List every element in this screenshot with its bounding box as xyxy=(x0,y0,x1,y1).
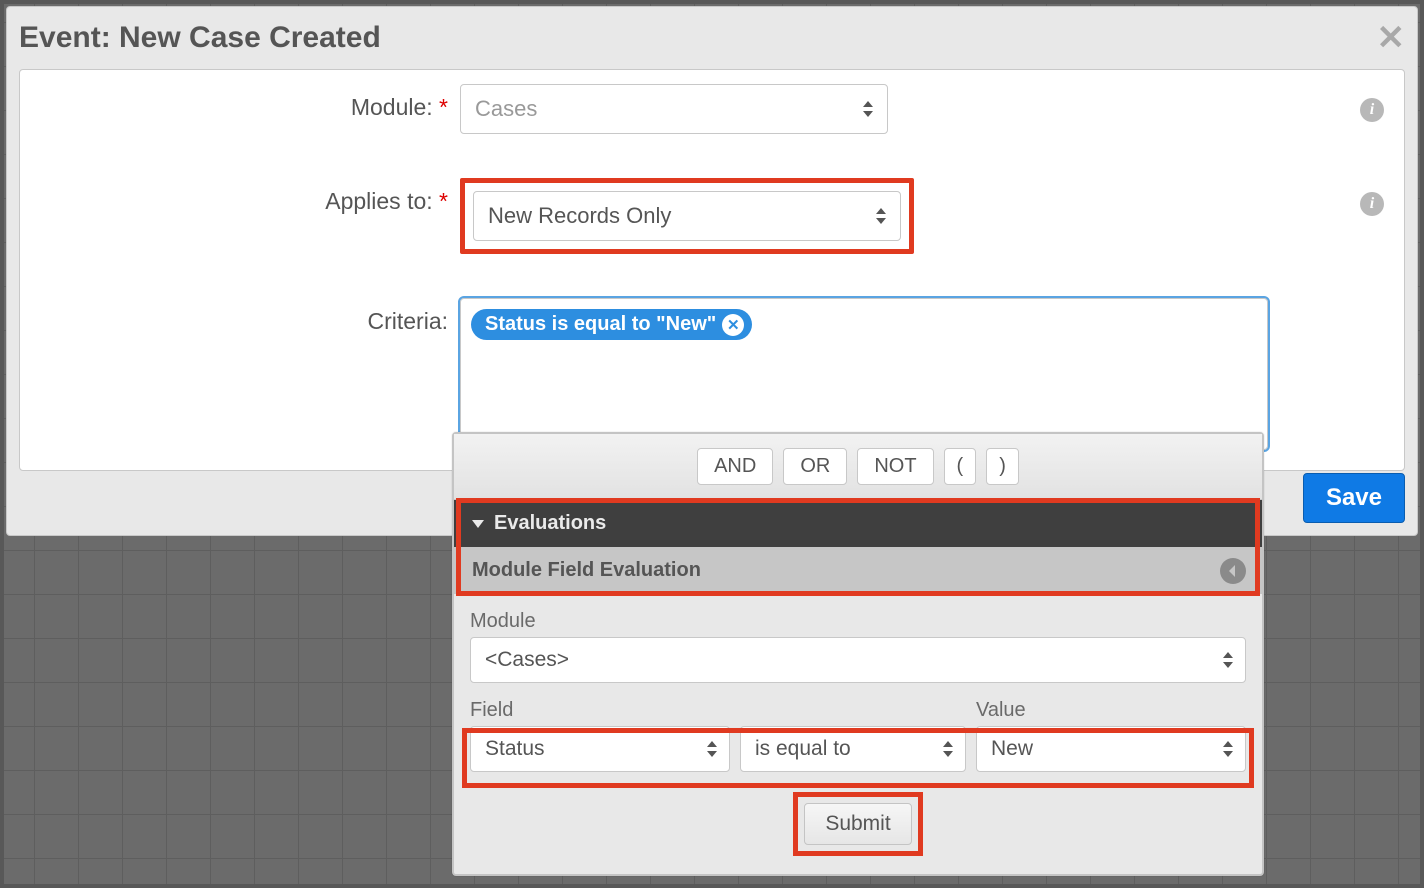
operator-toolbar: AND OR NOT ( ) xyxy=(454,434,1262,500)
criteria-chip-text: Status is equal to "New" xyxy=(485,313,716,336)
evaluations-header-text: Evaluations xyxy=(494,512,606,535)
not-button[interactable]: NOT xyxy=(857,448,933,485)
criteria-label-text: Criteria: xyxy=(367,308,448,334)
criteria-control: Status is equal to "New" ✕ xyxy=(460,298,1384,450)
builder-value-value: New xyxy=(991,737,1033,761)
module-field-evaluation-header[interactable]: Module Field Evaluation xyxy=(454,547,1262,594)
module-info: i xyxy=(1360,98,1384,122)
remove-chip-icon[interactable]: ✕ xyxy=(722,314,744,336)
chevron-updown-icon xyxy=(943,741,953,757)
module-control: Cases i xyxy=(460,84,1384,134)
required-marker: * xyxy=(439,188,448,214)
applies-to-info: i xyxy=(1360,192,1384,216)
applies-to-select[interactable]: New Records Only xyxy=(473,191,901,241)
applies-to-label-text: Applies to: xyxy=(325,188,432,214)
submit-highlight: Submit xyxy=(793,792,922,856)
applies-to-highlight: New Records Only xyxy=(460,178,914,254)
info-icon[interactable]: i xyxy=(1360,192,1384,216)
builder-field-select[interactable]: Status xyxy=(470,726,730,772)
chevron-updown-icon xyxy=(707,741,717,757)
module-select[interactable]: Cases xyxy=(460,84,888,134)
module-label: Module: * xyxy=(40,84,460,121)
back-arrow-icon[interactable] xyxy=(1220,558,1246,584)
builder-module-label: Module xyxy=(470,610,1246,633)
builder-operator-select[interactable]: is equal to xyxy=(740,726,966,772)
chevron-updown-icon xyxy=(876,208,886,224)
criteria-chip[interactable]: Status is equal to "New" ✕ xyxy=(471,309,752,340)
save-button[interactable]: Save xyxy=(1303,473,1405,523)
criteria-builder: AND OR NOT ( ) Evaluations Module Field … xyxy=(452,432,1264,876)
applies-to-row: Applies to: * New Records Only i xyxy=(40,178,1384,254)
submit-button[interactable]: Submit xyxy=(804,803,911,845)
criteria-row: Criteria: Status is equal to "New" ✕ xyxy=(40,298,1384,450)
module-select-value: Cases xyxy=(475,96,537,122)
applies-to-label: Applies to: * xyxy=(40,178,460,215)
rparen-button[interactable]: ) xyxy=(986,448,1019,485)
chevron-updown-icon xyxy=(1223,652,1233,668)
info-icon[interactable]: i xyxy=(1360,98,1384,122)
lparen-button[interactable]: ( xyxy=(944,448,977,485)
and-button[interactable]: AND xyxy=(697,448,773,485)
applies-to-control: New Records Only i xyxy=(460,178,1384,254)
builder-module-value: <Cases> xyxy=(485,648,569,672)
module-label-text: Module: xyxy=(351,94,433,120)
close-icon[interactable]: ✕ xyxy=(1377,21,1406,55)
mfe-header-text: Module Field Evaluation xyxy=(472,559,701,581)
builder-operator-value: is equal to xyxy=(755,737,851,761)
dialog-title: Event: New Case Created xyxy=(19,21,381,55)
builder-body: Module <Cases> Field Value Status xyxy=(454,594,1262,874)
chevron-down-icon xyxy=(472,520,484,528)
builder-module-select[interactable]: <Cases> xyxy=(470,637,1246,683)
required-marker: * xyxy=(439,94,448,120)
chevron-updown-icon xyxy=(1223,741,1233,757)
applies-to-select-value: New Records Only xyxy=(488,203,671,229)
module-row: Module: * Cases i xyxy=(40,84,1384,134)
criteria-label: Criteria: xyxy=(40,298,460,335)
builder-field-value: Status xyxy=(485,737,545,761)
evaluations-header[interactable]: Evaluations xyxy=(454,500,1262,547)
builder-value-select[interactable]: New xyxy=(976,726,1246,772)
dialog-header: Event: New Case Created ✕ xyxy=(19,17,1405,61)
chevron-updown-icon xyxy=(863,101,873,117)
builder-value-label: Value xyxy=(976,699,1246,722)
criteria-box[interactable]: Status is equal to "New" ✕ xyxy=(460,298,1268,450)
or-button[interactable]: OR xyxy=(783,448,847,485)
builder-field-label: Field xyxy=(470,699,730,722)
form-panel: Module: * Cases i Applies to: * xyxy=(19,69,1405,471)
submit-wrap: Submit xyxy=(470,792,1246,856)
